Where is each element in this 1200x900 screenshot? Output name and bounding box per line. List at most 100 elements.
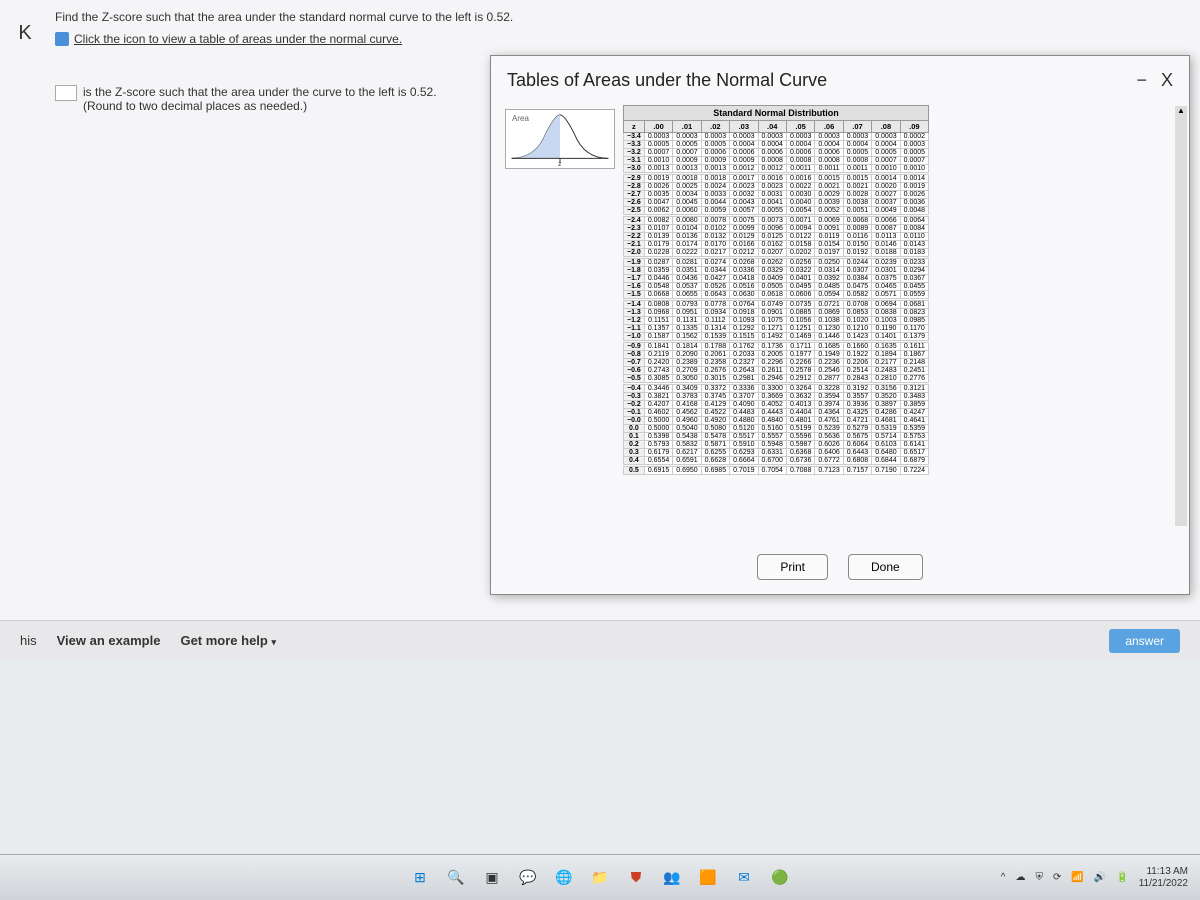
table-row: −0.60.27430.27090.26760.26430.26110.2578…: [624, 367, 929, 375]
tray-onedrive-icon[interactable]: ☁: [1015, 872, 1025, 883]
taskbar-center: ⊞ 🔍 ▣ 💬 🌐 📁 ⛊ 👥 🟧 ✉ 🟢: [406, 864, 794, 892]
probability-cell: 0.0202: [786, 249, 814, 257]
probability-cell: 0.4880: [730, 417, 758, 425]
taskbar-app-icon[interactable]: 🟢: [766, 864, 794, 892]
probability-cell: 0.0051: [843, 207, 871, 215]
probability-cell: 0.1711: [786, 343, 814, 351]
tray-wifi-icon[interactable]: 📶: [1071, 872, 1083, 883]
help-left: his View an example Get more help ▾: [20, 633, 276, 648]
probability-cell: 0.6664: [730, 457, 758, 465]
probability-cell: 0.0465: [872, 283, 900, 291]
probability-cell: 0.6255: [701, 449, 729, 457]
tray-chevron-icon[interactable]: ^: [1001, 872, 1006, 883]
probability-cell: 0.2061: [701, 351, 729, 359]
probability-cell: 0.1922: [843, 351, 871, 359]
probability-cell: 0.4801: [786, 417, 814, 425]
table-row: −1.20.11510.11310.11120.10930.10750.1056…: [624, 317, 929, 325]
probability-cell: 0.0007: [872, 157, 900, 165]
taskbar-app-icon[interactable]: ▣: [478, 864, 506, 892]
tray-volume-icon[interactable]: 🔊: [1094, 872, 1106, 883]
probability-cell: 0.0016: [786, 175, 814, 183]
probability-cell: 0.0071: [786, 217, 814, 225]
close-icon[interactable]: X: [1161, 70, 1173, 91]
tray-update-icon[interactable]: ⟳: [1053, 872, 1061, 883]
clock[interactable]: 11:13 AM 11/21/2022: [1139, 866, 1188, 890]
taskbar-app-icon[interactable]: 👥: [658, 864, 686, 892]
taskbar-app-icon[interactable]: 📁: [586, 864, 614, 892]
scroll-up-icon[interactable]: ▲: [1176, 106, 1186, 116]
taskbar-app-icon[interactable]: ✉: [730, 864, 758, 892]
print-button[interactable]: Print: [757, 554, 828, 580]
view-example-link[interactable]: View an example: [57, 633, 161, 648]
probability-cell: 0.0016: [758, 175, 786, 183]
probability-cell: 0.5948: [758, 441, 786, 449]
probability-cell: 0.0154: [815, 241, 843, 249]
probability-cell: 0.1335: [673, 325, 701, 333]
probability-cell: 0.5000: [644, 417, 672, 425]
probability-cell: 0.3156: [872, 385, 900, 393]
z-value-cell: −0.0: [624, 417, 645, 425]
question-prompt: Find the Z-score such that the area unde…: [55, 10, 1180, 24]
table-row: −0.40.34460.34090.33720.33360.33000.3264…: [624, 385, 929, 393]
probability-cell: 0.3594: [815, 393, 843, 401]
table-row: −2.70.00350.00340.00330.00320.00310.0030…: [624, 191, 929, 199]
z-value-cell: −2.6: [624, 199, 645, 207]
probability-cell: 0.3707: [730, 393, 758, 401]
table-row: −3.40.00030.00030.00030.00030.00030.0003…: [624, 133, 929, 141]
probability-cell: 0.0853: [843, 309, 871, 317]
probability-cell: 0.0143: [900, 241, 928, 249]
probability-cell: 0.0005: [872, 149, 900, 157]
probability-cell: 0.3372: [701, 385, 729, 393]
taskbar-app-icon[interactable]: 🌐: [550, 864, 578, 892]
done-button[interactable]: Done: [848, 554, 923, 580]
probability-cell: 0.0968: [644, 309, 672, 317]
answer-button[interactable]: answer: [1109, 629, 1180, 653]
ztable-title: Standard Normal Distribution: [624, 106, 929, 121]
help-this[interactable]: his: [20, 633, 37, 648]
probability-cell: 0.0023: [758, 183, 786, 191]
probability-cell: 0.5000: [644, 425, 672, 433]
probability-cell: 0.0015: [815, 175, 843, 183]
probability-cell: 0.5714: [872, 433, 900, 441]
table-row: −2.10.01790.01740.01700.01660.01620.0158…: [624, 241, 929, 249]
probability-cell: 0.2514: [843, 367, 871, 375]
z-value-cell: −3.2: [624, 149, 645, 157]
minimize-icon[interactable]: −: [1136, 70, 1147, 91]
table-scrollbar[interactable]: ▲: [1175, 106, 1187, 526]
probability-cell: 0.1736: [758, 343, 786, 351]
probability-cell: 0.0062: [644, 207, 672, 215]
tray-battery-icon[interactable]: 🔋: [1116, 872, 1128, 883]
probability-cell: 0.2643: [730, 367, 758, 375]
probability-cell: 0.0268: [730, 259, 758, 267]
table-row: −0.80.21190.20900.20610.20330.20050.1977…: [624, 351, 929, 359]
answer-input[interactable]: [55, 85, 77, 101]
probability-cell: 0.0003: [872, 133, 900, 141]
probability-cell: 0.0089: [843, 225, 871, 233]
taskbar-app-icon[interactable]: 💬: [514, 864, 542, 892]
book-icon[interactable]: [55, 32, 69, 46]
ztable-col-header: .09: [900, 121, 928, 133]
z-value-cell: −2.4: [624, 217, 645, 225]
probability-cell: 0.0004: [872, 141, 900, 149]
tray-security-icon[interactable]: ⛨: [1035, 872, 1043, 883]
probability-cell: 0.0749: [758, 301, 786, 309]
taskbar-app-icon[interactable]: ⊞: [406, 864, 434, 892]
probability-cell: 0.3557: [843, 393, 871, 401]
probability-cell: 0.0183: [900, 249, 928, 257]
taskbar-app-icon[interactable]: 🟧: [694, 864, 722, 892]
table-row: 0.20.57930.58320.58710.59100.59480.59870…: [624, 441, 929, 449]
probability-cell: 0.6985: [701, 467, 729, 475]
probability-cell: 0.0606: [786, 291, 814, 299]
probability-cell: 0.0027: [872, 191, 900, 199]
probability-cell: 0.0793: [673, 301, 701, 309]
probability-cell: 0.0066: [872, 217, 900, 225]
back-button[interactable]: K: [10, 18, 40, 48]
probability-cell: 0.0044: [701, 199, 729, 207]
taskbar-app-icon[interactable]: 🔍: [442, 864, 470, 892]
get-more-help-link[interactable]: Get more help ▾: [180, 633, 276, 648]
taskbar-app-icon[interactable]: ⛊: [622, 864, 650, 892]
modal-header: Tables of Areas under the Normal Curve −…: [491, 56, 1189, 105]
z-value-cell: −3.3: [624, 141, 645, 149]
probability-cell: 0.0099: [730, 225, 758, 233]
table-link[interactable]: Click the icon to view a table of areas …: [74, 32, 402, 46]
